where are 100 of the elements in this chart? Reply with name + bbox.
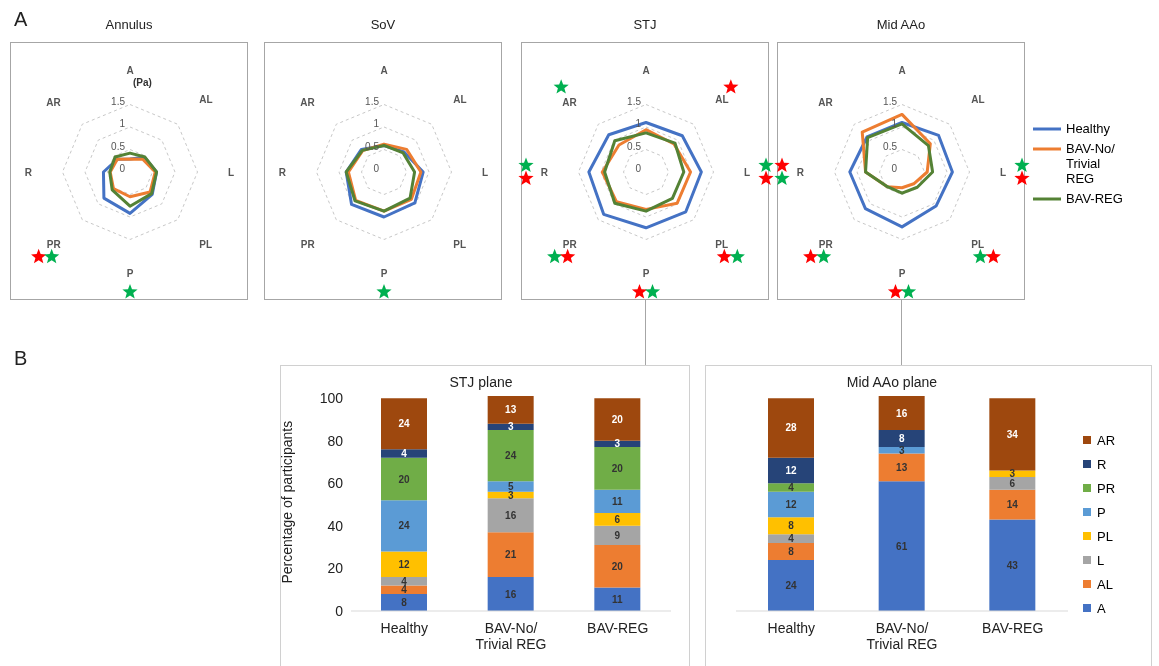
y-tick-label: 60	[327, 475, 344, 492]
bar	[878, 430, 925, 448]
y-tick-label: 1.5	[365, 95, 380, 107]
spoke-label: AR	[46, 97, 62, 109]
y-tick-label: 40	[327, 517, 344, 534]
spoke-label: PL	[199, 239, 213, 251]
y-tick-label: 0.5	[365, 140, 380, 152]
data-label: 12	[785, 499, 797, 511]
spoke-label: AR	[562, 97, 578, 109]
text: (Pa)	[133, 77, 152, 88]
bar	[594, 545, 641, 588]
bar	[594, 513, 641, 526]
spoke-label: P	[380, 268, 388, 280]
legend-label: AL	[1097, 576, 1113, 592]
spoke-label: PR	[562, 239, 578, 251]
x-tick-label: Healthy	[380, 620, 429, 636]
legend-label: BAV-No/ Trivial REG	[1066, 141, 1115, 186]
data-label: 14	[1006, 499, 1019, 511]
spoke-label: R	[796, 166, 805, 178]
data-label: 43	[1006, 559, 1019, 571]
x-tick-label: BAV-REG	[587, 620, 649, 636]
data-label: 34	[1006, 428, 1019, 440]
data-label: 20	[611, 413, 624, 425]
bar	[487, 396, 534, 424]
legend-label: R	[1097, 456, 1107, 472]
spoke-label: AL	[453, 93, 467, 105]
data-label: 3	[507, 421, 514, 433]
bar	[381, 500, 427, 552]
bar	[768, 542, 814, 560]
legend-label: L	[1097, 552, 1105, 568]
spoke-label: AL	[715, 93, 729, 105]
spoke-label: PR	[46, 239, 62, 251]
x-tick-label: BAV-No/ Trivial REG	[866, 620, 938, 652]
spoke-label: R	[540, 166, 549, 178]
data-label: 4	[788, 482, 795, 494]
spoke-label: A	[380, 65, 388, 76]
legend-label: A	[1097, 600, 1106, 616]
spoke-label: R	[24, 166, 33, 178]
y-tick-label: 1.5	[111, 95, 126, 107]
spoke-label: PL	[715, 239, 729, 251]
bar	[768, 491, 814, 518]
data-label: 12	[785, 465, 797, 477]
data-label: 24	[398, 418, 410, 430]
legend-label: AR	[1097, 432, 1116, 448]
spoke-label: AR	[300, 97, 316, 109]
bar	[768, 559, 814, 611]
bar	[381, 449, 427, 458]
data-label: 24	[398, 520, 410, 532]
text: B	[14, 347, 28, 370]
data-label: 4	[401, 448, 408, 460]
data-label: 20	[611, 462, 624, 474]
bar	[594, 447, 641, 490]
data-label: 12	[398, 558, 410, 570]
bar	[878, 453, 925, 482]
bar	[594, 398, 641, 441]
legend-label: PR	[1097, 480, 1116, 496]
x-tick-label: BAV-REG	[982, 620, 1044, 636]
data-label: 8	[788, 520, 795, 532]
spoke-label: L	[744, 166, 751, 178]
spoke-label: PL	[971, 239, 985, 251]
bar	[989, 398, 1036, 471]
y-tick-label: 1.5	[883, 95, 898, 107]
spoke-label: R	[278, 166, 287, 178]
chart-title: STJ plane	[448, 374, 514, 390]
data-label: 6	[614, 514, 621, 526]
text: A	[14, 8, 28, 31]
data-label: 11	[612, 593, 624, 605]
data-label: 4	[401, 584, 408, 596]
data-label: 20	[611, 560, 624, 572]
spoke-label: L	[228, 166, 235, 178]
data-label: 13	[505, 404, 517, 416]
y-tick-label: 0	[335, 602, 344, 619]
bar	[381, 551, 427, 577]
data-label: 6	[1009, 477, 1016, 489]
spoke-label: L	[1000, 166, 1007, 178]
bar	[487, 498, 534, 533]
bar	[989, 476, 1036, 490]
data-label: 8	[898, 433, 905, 445]
bar	[768, 483, 814, 492]
bar	[768, 534, 814, 543]
data-label: 13	[896, 461, 908, 473]
y-tick-label: 0	[373, 163, 380, 174]
bar	[594, 489, 641, 514]
chart-title: STJ	[632, 16, 658, 34]
legend-label: PL	[1097, 528, 1113, 544]
y-tick-label: 0	[635, 163, 642, 174]
y-tick-label: 0	[119, 163, 126, 174]
data-label: 24	[785, 580, 797, 592]
spoke-label: A	[898, 65, 906, 76]
bar	[487, 576, 534, 611]
y-tick-label: 80	[327, 432, 344, 449]
spoke-label: AR	[818, 97, 834, 109]
y-tick-label: 1.5	[627, 95, 642, 107]
bar	[487, 430, 534, 482]
y-tick-label: 20	[327, 560, 344, 577]
data-label: 4	[788, 533, 795, 545]
chart-title: Mid AAo	[875, 16, 927, 34]
spoke-label: P	[898, 268, 906, 280]
spoke-label: L	[482, 166, 489, 178]
spoke-label: A	[642, 65, 650, 76]
